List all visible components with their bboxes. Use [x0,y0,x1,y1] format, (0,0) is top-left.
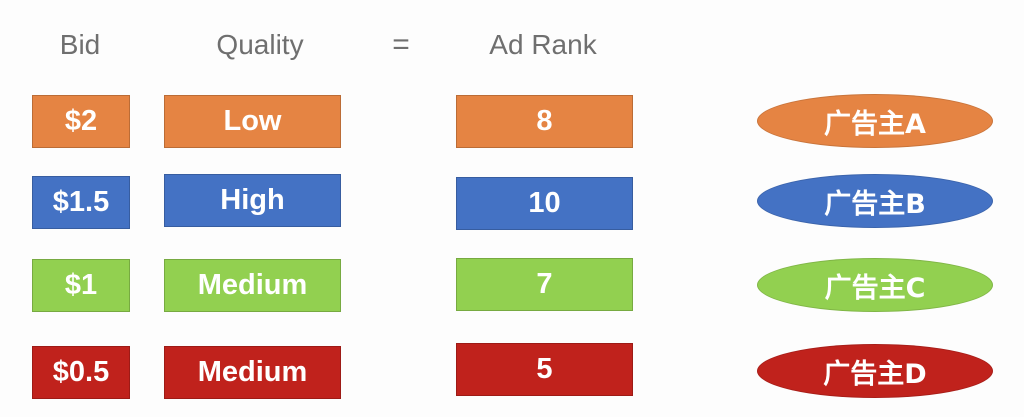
bid-box-b: $1.5 [32,176,130,229]
bid-box-d: $0.5 [32,346,130,399]
quality-box-d: Medium [164,346,341,399]
bid-header: Bid [59,29,101,60]
ad-rank-box-b: 10 [456,177,633,230]
quality-box-b: High [164,174,341,227]
bid-box-a: $2 [32,95,130,148]
advertiser-oval-d: 广告主D [757,344,993,398]
quality-box-c: Medium [164,259,341,312]
advertiser-oval-b: 广告主B [757,174,993,228]
equals-sign: = [392,28,410,61]
quality-header: Quality [216,29,304,60]
advertiser-oval-a: 广告主A [757,94,993,148]
ad-rank-box-a: 8 [456,95,633,148]
bid-box-c: $1 [32,259,130,312]
quality-box-a: Low [164,95,341,148]
ad-rank-box-d: 5 [456,343,633,396]
advertiser-oval-c: 广告主C [757,258,993,312]
ad-rank-header: Ad Rank [489,29,597,60]
ad-rank-box-c: 7 [456,258,633,311]
